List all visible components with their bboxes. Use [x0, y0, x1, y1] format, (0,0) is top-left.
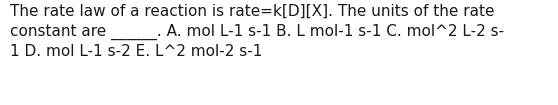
Text: The rate law of a reaction is rate=k[D][X]. The units of the rate
constant are _: The rate law of a reaction is rate=k[D][… [10, 4, 504, 59]
